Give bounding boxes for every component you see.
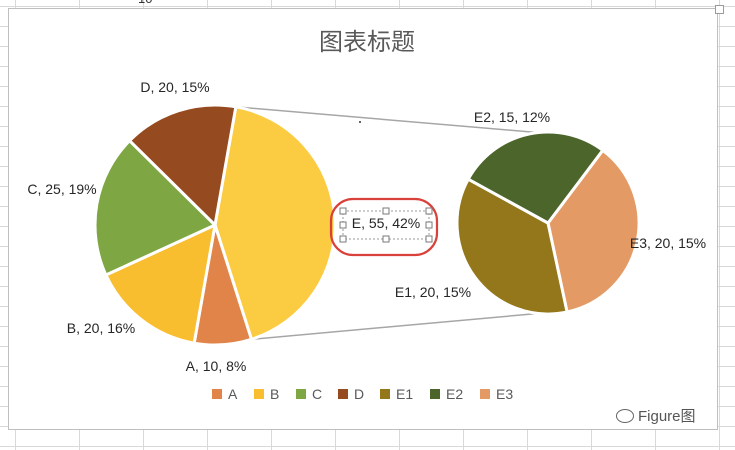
legend-swatch [430,389,440,399]
legend-label: E3 [496,386,513,402]
legend-item-e2[interactable]: E2 [430,386,463,402]
legend-item-a[interactable]: A [212,386,238,402]
main-pie [93,103,337,347]
selection-handle[interactable] [382,207,390,215]
legend-swatch [338,389,348,399]
legend-label: C [312,386,322,402]
highlight-ring [329,197,439,257]
legend-label: B [270,386,279,402]
data-label-c[interactable]: C, 25, 19% [27,181,96,197]
selection-handle[interactable] [425,235,433,243]
chart-title[interactable]: 图表标题 [319,28,415,56]
legend-swatch [296,389,306,399]
selection-handle[interactable] [382,235,390,243]
watermark: Figure图 [612,404,700,427]
data-label-e[interactable]: E, 55, 42% [352,215,421,231]
connector-lines [235,106,544,341]
selection-handle[interactable] [425,207,433,215]
connector-line-top [235,106,544,134]
legend-label: E2 [446,386,463,402]
secondary-pie [455,130,641,316]
pie-slice-d[interactable] [128,103,238,227]
legend-item-e1[interactable]: E1 [380,386,413,402]
legend-label: E1 [396,386,413,402]
selection-handle[interactable] [425,221,433,229]
legend-item-d[interactable]: D [338,386,364,402]
data-label-e2[interactable]: E2, 15, 12% [474,109,550,125]
legend-item-e3[interactable]: E3 [480,386,513,402]
resize-handle[interactable] [715,5,724,14]
legend: A B C D E1 E2 E3 [212,386,513,402]
legend-item-b[interactable]: B [254,386,279,402]
data-label-b[interactable]: B, 20, 16% [67,320,136,336]
data-labels: A, 10, 8% B, 20, 16% C, 25, 19% D, 20, 15% E… [27,79,706,374]
pie-slice-e1[interactable] [455,177,569,316]
selection-handle[interactable] [339,207,347,215]
selection-handle[interactable] [339,235,347,243]
legend-item-c[interactable]: C [296,386,322,402]
data-label-d[interactable]: D, 20, 15% [140,79,209,95]
data-label-e3[interactable]: E3, 20, 15% [630,235,706,251]
pie-slice-e3[interactable] [546,148,641,314]
wechat-icon [616,408,634,423]
legend-swatch [254,389,264,399]
selection-handle[interactable] [339,221,347,229]
legend-swatch [480,389,490,399]
legend-label: A [228,386,238,402]
legend-swatch [212,389,222,399]
legend-label: D [354,386,364,402]
cell-text: 10 [138,0,152,6]
legend-swatch [380,389,390,399]
data-label-a[interactable]: A, 10, 8% [186,358,247,374]
watermark-text: Figure图 [638,408,696,425]
pie-slice-e2[interactable] [466,130,605,225]
pie-slice-b[interactable] [104,223,217,345]
data-label-e1[interactable]: E1, 20, 15% [395,284,471,300]
pie-slice-c[interactable] [93,139,217,277]
artifact-dot [359,121,361,123]
connector-line-bottom [251,312,544,341]
pie-slice-e[interactable] [213,105,337,341]
